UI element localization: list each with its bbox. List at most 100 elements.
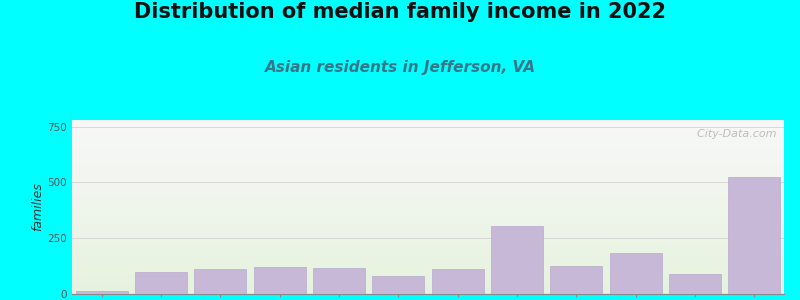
- Bar: [72, 161, 784, 162]
- Bar: [72, 194, 784, 195]
- Bar: [72, 227, 784, 228]
- Bar: [72, 272, 784, 273]
- Bar: [372, 276, 425, 294]
- Bar: [72, 127, 784, 128]
- Bar: [72, 270, 784, 271]
- Bar: [72, 218, 784, 219]
- Bar: [72, 138, 784, 139]
- Bar: [72, 184, 784, 185]
- Bar: [72, 147, 784, 148]
- Bar: [72, 285, 784, 286]
- Bar: [72, 291, 784, 292]
- Bar: [72, 235, 784, 236]
- Bar: [72, 226, 784, 227]
- Bar: [72, 148, 784, 149]
- Bar: [72, 223, 784, 224]
- Bar: [72, 271, 784, 272]
- Bar: [72, 284, 784, 285]
- Bar: [72, 267, 784, 268]
- Bar: [72, 135, 784, 136]
- Bar: [72, 287, 784, 288]
- Bar: [72, 146, 784, 147]
- Text: Asian residents in Jefferson, VA: Asian residents in Jefferson, VA: [265, 60, 535, 75]
- Bar: [313, 268, 365, 294]
- Bar: [72, 137, 784, 138]
- Bar: [72, 171, 784, 172]
- Bar: [72, 293, 784, 294]
- Bar: [72, 195, 784, 196]
- Bar: [72, 130, 784, 131]
- Bar: [72, 120, 784, 121]
- Bar: [72, 142, 784, 143]
- Bar: [72, 153, 784, 154]
- Bar: [72, 217, 784, 218]
- Bar: [72, 221, 784, 222]
- Bar: [72, 176, 784, 177]
- Bar: [72, 152, 784, 153]
- Bar: [72, 281, 784, 282]
- Bar: [72, 212, 784, 213]
- Bar: [431, 269, 484, 294]
- Bar: [72, 177, 784, 178]
- Bar: [72, 244, 784, 245]
- Bar: [72, 123, 784, 124]
- Bar: [72, 222, 784, 223]
- Bar: [72, 236, 784, 237]
- Bar: [72, 214, 784, 215]
- Y-axis label: families: families: [32, 183, 45, 231]
- Bar: [72, 239, 784, 240]
- Bar: [72, 261, 784, 262]
- Bar: [72, 241, 784, 242]
- Bar: [72, 228, 784, 229]
- Bar: [72, 128, 784, 129]
- Bar: [72, 246, 784, 247]
- Bar: [72, 208, 784, 209]
- Bar: [72, 229, 784, 230]
- Bar: [72, 210, 784, 211]
- Bar: [72, 191, 784, 192]
- Bar: [72, 149, 784, 150]
- Bar: [72, 277, 784, 278]
- Bar: [72, 139, 784, 140]
- Bar: [72, 169, 784, 170]
- Bar: [72, 263, 784, 264]
- Bar: [72, 169, 784, 170]
- Bar: [72, 167, 784, 168]
- Bar: [72, 258, 784, 259]
- Bar: [72, 233, 784, 234]
- Bar: [72, 286, 784, 287]
- Bar: [72, 231, 784, 232]
- Bar: [72, 150, 784, 151]
- Bar: [72, 197, 784, 198]
- Bar: [72, 265, 784, 266]
- Bar: [72, 189, 784, 190]
- Bar: [72, 190, 784, 191]
- Bar: [72, 193, 784, 194]
- Bar: [72, 187, 784, 188]
- Bar: [72, 292, 784, 293]
- Bar: [72, 256, 784, 257]
- Bar: [72, 282, 784, 283]
- Bar: [72, 219, 784, 220]
- Bar: [72, 173, 784, 174]
- Bar: [72, 172, 784, 173]
- Bar: [72, 268, 784, 269]
- Bar: [72, 185, 784, 186]
- Bar: [72, 145, 784, 146]
- Bar: [72, 198, 784, 199]
- Bar: [72, 144, 784, 145]
- Bar: [72, 181, 784, 182]
- Bar: [72, 240, 784, 241]
- Bar: [72, 238, 784, 239]
- Bar: [72, 141, 784, 142]
- Bar: [72, 200, 784, 201]
- Bar: [72, 170, 784, 171]
- Bar: [72, 174, 784, 175]
- Bar: [72, 289, 784, 290]
- Bar: [72, 188, 784, 189]
- Bar: [72, 160, 784, 161]
- Bar: [72, 248, 784, 249]
- Bar: [72, 209, 784, 210]
- Bar: [72, 129, 784, 130]
- Bar: [72, 278, 784, 279]
